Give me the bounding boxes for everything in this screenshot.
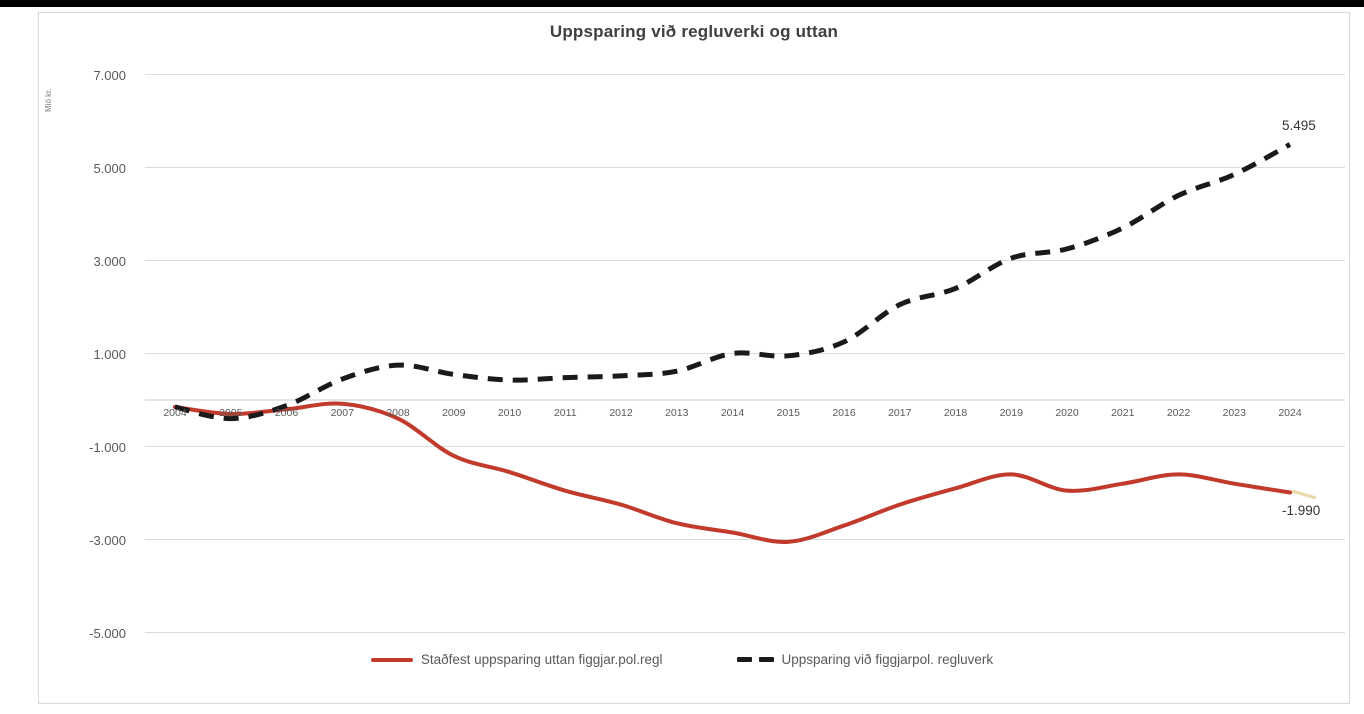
highlight-artifact xyxy=(1291,489,1317,500)
legend-dashed-line-swatch xyxy=(736,657,774,662)
series-line-dashed xyxy=(174,142,1292,422)
x-tick-label: 2017 xyxy=(888,407,912,419)
x-tick-label: 2016 xyxy=(832,407,856,419)
legend-item: Uppsparing við figgjarpol. regluverk xyxy=(736,652,994,667)
y-tick-label: -5.000 xyxy=(89,625,126,641)
x-tick-label: 2014 xyxy=(720,407,745,419)
legend-label: Uppsparing við figgjarpol. regluverk xyxy=(781,652,994,667)
legend-item: Staðfest uppsparing uttan figgjar.pol.re… xyxy=(370,652,663,667)
x-tick-label: 2020 xyxy=(1055,407,1079,419)
chart-panel xyxy=(38,12,1350,704)
series-end-value-label: 5.495 xyxy=(1282,118,1316,134)
legend-solid-line-swatch xyxy=(370,657,413,662)
chart-title: Uppsparing við regluverki og uttan xyxy=(549,22,839,41)
x-tick-label: 2013 xyxy=(665,407,689,419)
y-tick-label: -3.000 xyxy=(89,532,126,548)
x-tick-label: 2010 xyxy=(497,407,522,419)
series-end-value-label: -1.990 xyxy=(1282,502,1321,518)
x-tick-label: 2008 xyxy=(386,407,410,419)
x-tick-label: 2024 xyxy=(1278,407,1302,419)
x-tick-label: 2019 xyxy=(999,407,1023,419)
video-frame-top-edge xyxy=(0,0,1364,7)
chart-legend: Staðfest uppsparing uttan figgjar.pol.re… xyxy=(0,652,1364,667)
x-tick-label: 2006 xyxy=(274,407,299,419)
x-tick-label: 2011 xyxy=(553,407,577,419)
x-tick-label: 2022 xyxy=(1166,407,1191,419)
x-tick-label: 2005 xyxy=(219,407,243,419)
x-tick-label: 2012 xyxy=(609,407,633,419)
x-tick-label: 2018 xyxy=(943,407,968,419)
x-tick-label: 2015 xyxy=(776,407,800,419)
legend-label: Staðfest uppsparing uttan figgjar.pol.re… xyxy=(420,652,663,667)
y-tick-label: 5.000 xyxy=(93,160,126,176)
x-tick-label: 2021 xyxy=(1111,407,1135,419)
y-tick-label: 7.000 xyxy=(93,67,126,83)
x-tick-label: 2004 xyxy=(163,407,187,419)
series-line-solid xyxy=(173,401,1292,544)
y-tick-label: -1.000 xyxy=(89,439,126,455)
x-tick-label: 2009 xyxy=(442,407,466,419)
x-tick-label: 2007 xyxy=(330,407,354,419)
y-tick-label: 1.000 xyxy=(93,346,126,362)
y-tick-label: 3.000 xyxy=(93,253,126,269)
x-tick-label: 2023 xyxy=(1222,407,1246,419)
